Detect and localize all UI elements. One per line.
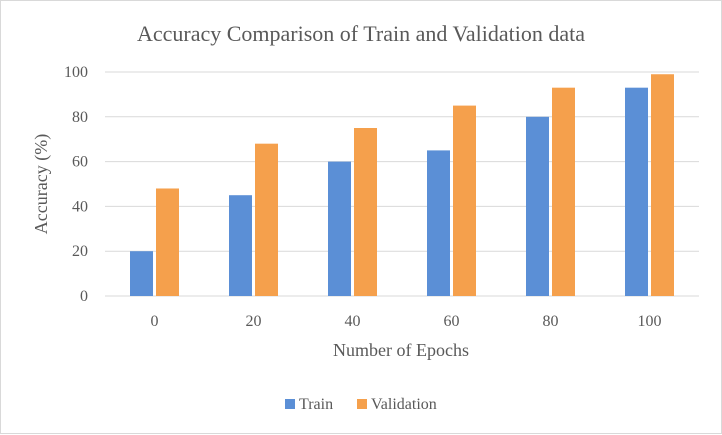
x-tick-label: 80 bbox=[543, 313, 559, 330]
x-tick-label: 100 bbox=[638, 313, 662, 330]
x-axis-ticks: 0 20 40 60 80 100 bbox=[151, 313, 662, 330]
gridlines bbox=[105, 71, 699, 297]
y-tick-label: 80 bbox=[72, 109, 88, 126]
bar-validation-80 bbox=[552, 87, 575, 297]
bar-train-0 bbox=[130, 251, 153, 296]
x-tick-label: 20 bbox=[246, 313, 262, 330]
y-tick-label: 60 bbox=[72, 154, 88, 171]
y-tick-label: 0 bbox=[80, 288, 88, 305]
y-tick-label: 40 bbox=[72, 198, 88, 215]
legend-swatch-train bbox=[285, 399, 295, 409]
x-tick-label: 0 bbox=[151, 313, 159, 330]
legend-swatch-validation bbox=[357, 399, 367, 409]
bar-train-20 bbox=[229, 195, 252, 296]
bar-validation-100 bbox=[651, 74, 674, 297]
bar-train-100 bbox=[625, 87, 648, 297]
bars bbox=[130, 74, 674, 297]
y-axis-title: Accuracy (%) bbox=[31, 134, 52, 234]
bar-validation-0 bbox=[156, 188, 179, 296]
y-axis-ticks: 0 20 40 60 80 100 bbox=[64, 64, 88, 305]
bar-validation-20 bbox=[255, 143, 278, 296]
x-axis-title: Number of Epochs bbox=[333, 340, 469, 360]
legend-label-validation: Validation bbox=[371, 396, 437, 413]
legend: Train Validation bbox=[285, 396, 437, 413]
legend-label-train: Train bbox=[299, 396, 333, 413]
bar-train-60 bbox=[427, 150, 450, 296]
bar-train-80 bbox=[526, 116, 549, 296]
y-tick-label: 100 bbox=[64, 64, 88, 81]
bar-validation-60 bbox=[453, 105, 476, 296]
x-tick-label: 40 bbox=[345, 313, 361, 330]
x-tick-label: 60 bbox=[444, 313, 460, 330]
bar-train-40 bbox=[328, 161, 351, 296]
bar-validation-40 bbox=[354, 128, 377, 296]
chart-title: Accuracy Comparison of Train and Validat… bbox=[137, 21, 585, 46]
y-tick-label: 20 bbox=[72, 243, 88, 260]
